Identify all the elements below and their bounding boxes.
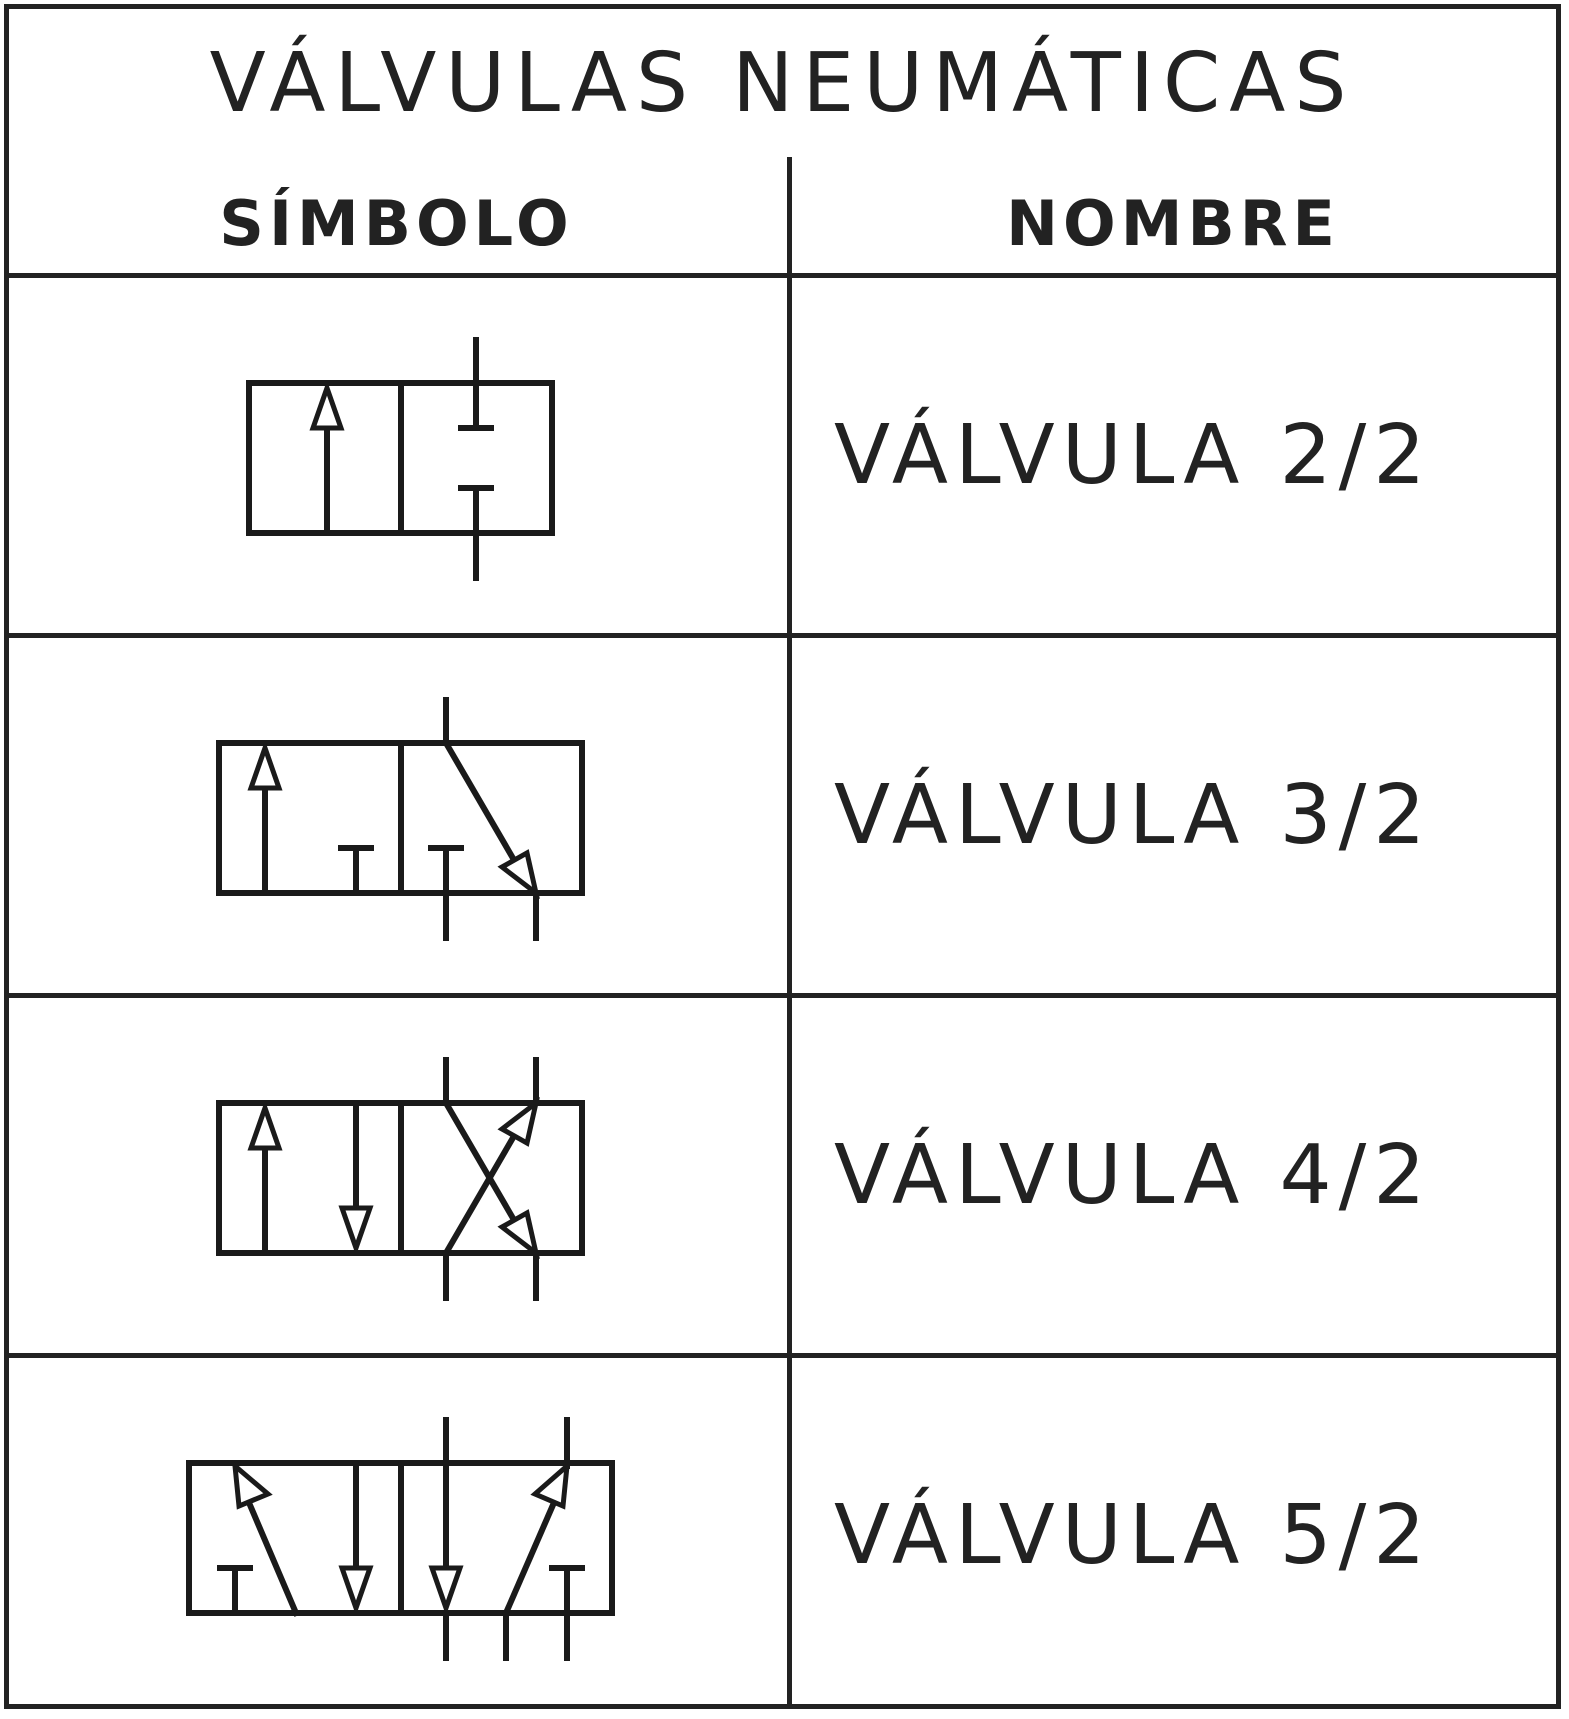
header-symbol: SÍMBOLO xyxy=(219,187,574,260)
valves-table: VÁLVULAS NEUMÁTICAS SÍMBOLO NOMBRE VÁLVU… xyxy=(4,4,1561,1709)
valve-name: VÁLVULA 5/2 xyxy=(834,1488,1433,1583)
symbol-cell xyxy=(9,278,787,633)
table-row: VÁLVULA 3/2 xyxy=(9,638,1556,993)
valve-name: VÁLVULA 3/2 xyxy=(834,768,1433,863)
symbol-cell xyxy=(9,998,787,1353)
header-name: NOMBRE xyxy=(1006,187,1340,260)
header-divider xyxy=(9,273,1556,278)
row-divider xyxy=(9,1353,1556,1358)
valve-name: VÁLVULA 4/2 xyxy=(834,1128,1433,1223)
valve-2-2-icon xyxy=(246,337,555,581)
table-row: VÁLVULA 4/2 xyxy=(9,998,1556,1353)
symbol-cell xyxy=(9,638,787,993)
table-title: VÁLVULAS NEUMÁTICAS xyxy=(209,36,1356,131)
table-row: VÁLVULA 5/2 xyxy=(9,1358,1556,1713)
valve-4-2-icon xyxy=(216,1057,585,1301)
symbol-cell xyxy=(9,1358,787,1713)
table-row: VÁLVULA 2/2 xyxy=(9,278,1556,633)
row-divider xyxy=(9,633,1556,638)
column-divider xyxy=(787,157,792,1704)
valve-5-2-icon xyxy=(186,1417,615,1661)
valve-3-2-icon xyxy=(216,697,585,941)
valve-name: VÁLVULA 2/2 xyxy=(834,408,1433,503)
row-divider xyxy=(9,993,1556,998)
